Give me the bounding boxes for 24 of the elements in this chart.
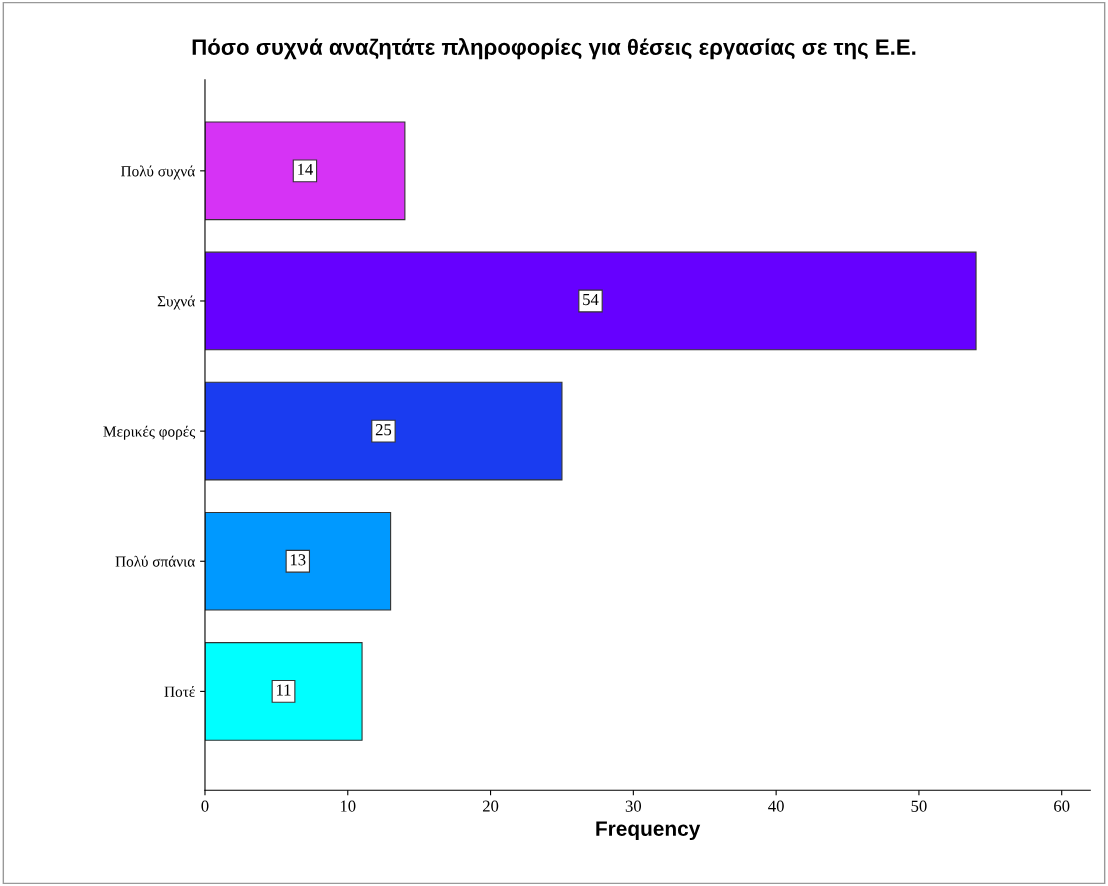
x-tick-label: 0 [201,800,209,812]
x-tick-label: 60 [1054,800,1070,812]
x-axis-title: Frequency [596,821,701,841]
data-label: 14 [298,163,314,175]
x-tick-label: 20 [482,800,499,812]
y-tick-label: Μερικές φορές [103,425,196,440]
x-tick-label: 10 [340,800,356,812]
data-label: 25 [375,424,392,436]
y-tick-label: Πολύ συχνά [121,165,195,180]
x-tick-label: 30 [625,800,642,812]
bar [204,381,563,481]
bar [204,251,977,351]
bar [204,511,392,611]
data-label: 11 [276,684,291,696]
bar [204,642,363,741]
chart-title: Πόσο συχνά αναζητάτε πληροφορίες για θέσεις εργασίας σε της Ε.Ε. [192,38,916,60]
x-tick-label: 50 [911,800,927,812]
bar [204,121,406,221]
x-tick-label: 40 [768,800,784,812]
y-tick-label: Πολύ σπάνια [115,555,195,567]
y-tick-label: Ποτέ [164,685,195,697]
y-tick-label: Συχνά [157,295,195,310]
data-label: 54 [583,294,599,306]
data-label: 13 [290,554,306,566]
